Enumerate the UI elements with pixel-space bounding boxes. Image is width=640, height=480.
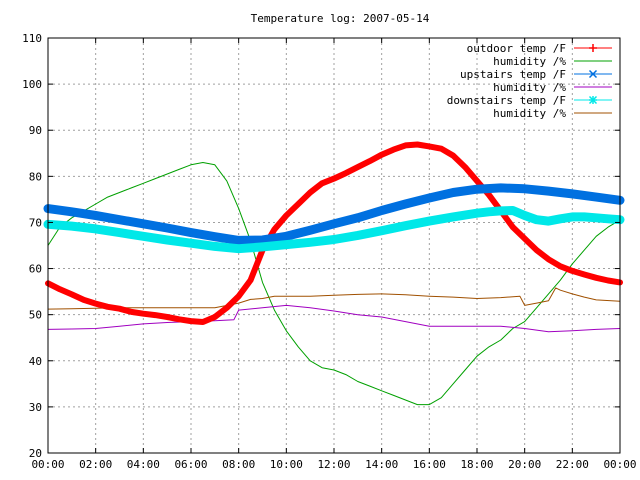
legend-label: humidity /% (493, 55, 566, 68)
x-tick-label: 14:00 (365, 458, 398, 471)
series-line-0 (45, 141, 623, 325)
legend-label: downstairs temp /F (447, 94, 566, 107)
legend-label: humidity /% (493, 107, 566, 120)
x-tick-label: 12:00 (317, 458, 350, 471)
y-tick-label: 100 (22, 78, 42, 91)
x-tick-label: 00:00 (31, 458, 64, 471)
chart-ticks: 00:00 02:00 04:00 06:00 08:00 10:00 12:00 14:00… (22, 32, 636, 471)
y-tick-label: 20 (29, 447, 42, 460)
legend-label: upstairs temp /F (460, 68, 566, 81)
y-tick-label: 110 (22, 32, 42, 45)
y-tick-label: 40 (29, 355, 42, 368)
legend-label: outdoor temp /F (467, 42, 566, 55)
chart-title: Temperature log: 2007-05-14 (251, 12, 430, 25)
y-tick-label: 50 (29, 309, 42, 322)
y-tick-label: 30 (29, 401, 42, 414)
series-line-3 (47, 304, 621, 333)
legend-label: humidity /% (493, 81, 566, 94)
x-tick-label: 18:00 (460, 458, 493, 471)
y-tick-label: 60 (29, 263, 42, 276)
y-tick-label: 70 (29, 216, 42, 229)
x-tick-label: 22:00 (556, 458, 589, 471)
series-line-5 (47, 287, 621, 310)
x-tick-label: 06:00 (174, 458, 207, 471)
x-tick-label: 04:00 (127, 458, 160, 471)
y-tick-label: 90 (29, 124, 42, 137)
x-tick-label: 20:00 (508, 458, 541, 471)
chart-grid (48, 38, 620, 453)
chart-series (43, 141, 625, 406)
x-tick-label: 08:00 (222, 458, 255, 471)
y-tick-label: 80 (29, 170, 42, 183)
x-tick-label: 10:00 (270, 458, 303, 471)
series-line-4 (43, 206, 625, 254)
x-tick-label: 02:00 (79, 458, 112, 471)
legend-marker (588, 69, 598, 79)
x-tick-label: 16:00 (413, 458, 446, 471)
series-line-2 (43, 183, 625, 245)
x-tick-label: 00:00 (603, 458, 636, 471)
series-line-1 (47, 162, 621, 406)
legend-marker (588, 95, 598, 105)
